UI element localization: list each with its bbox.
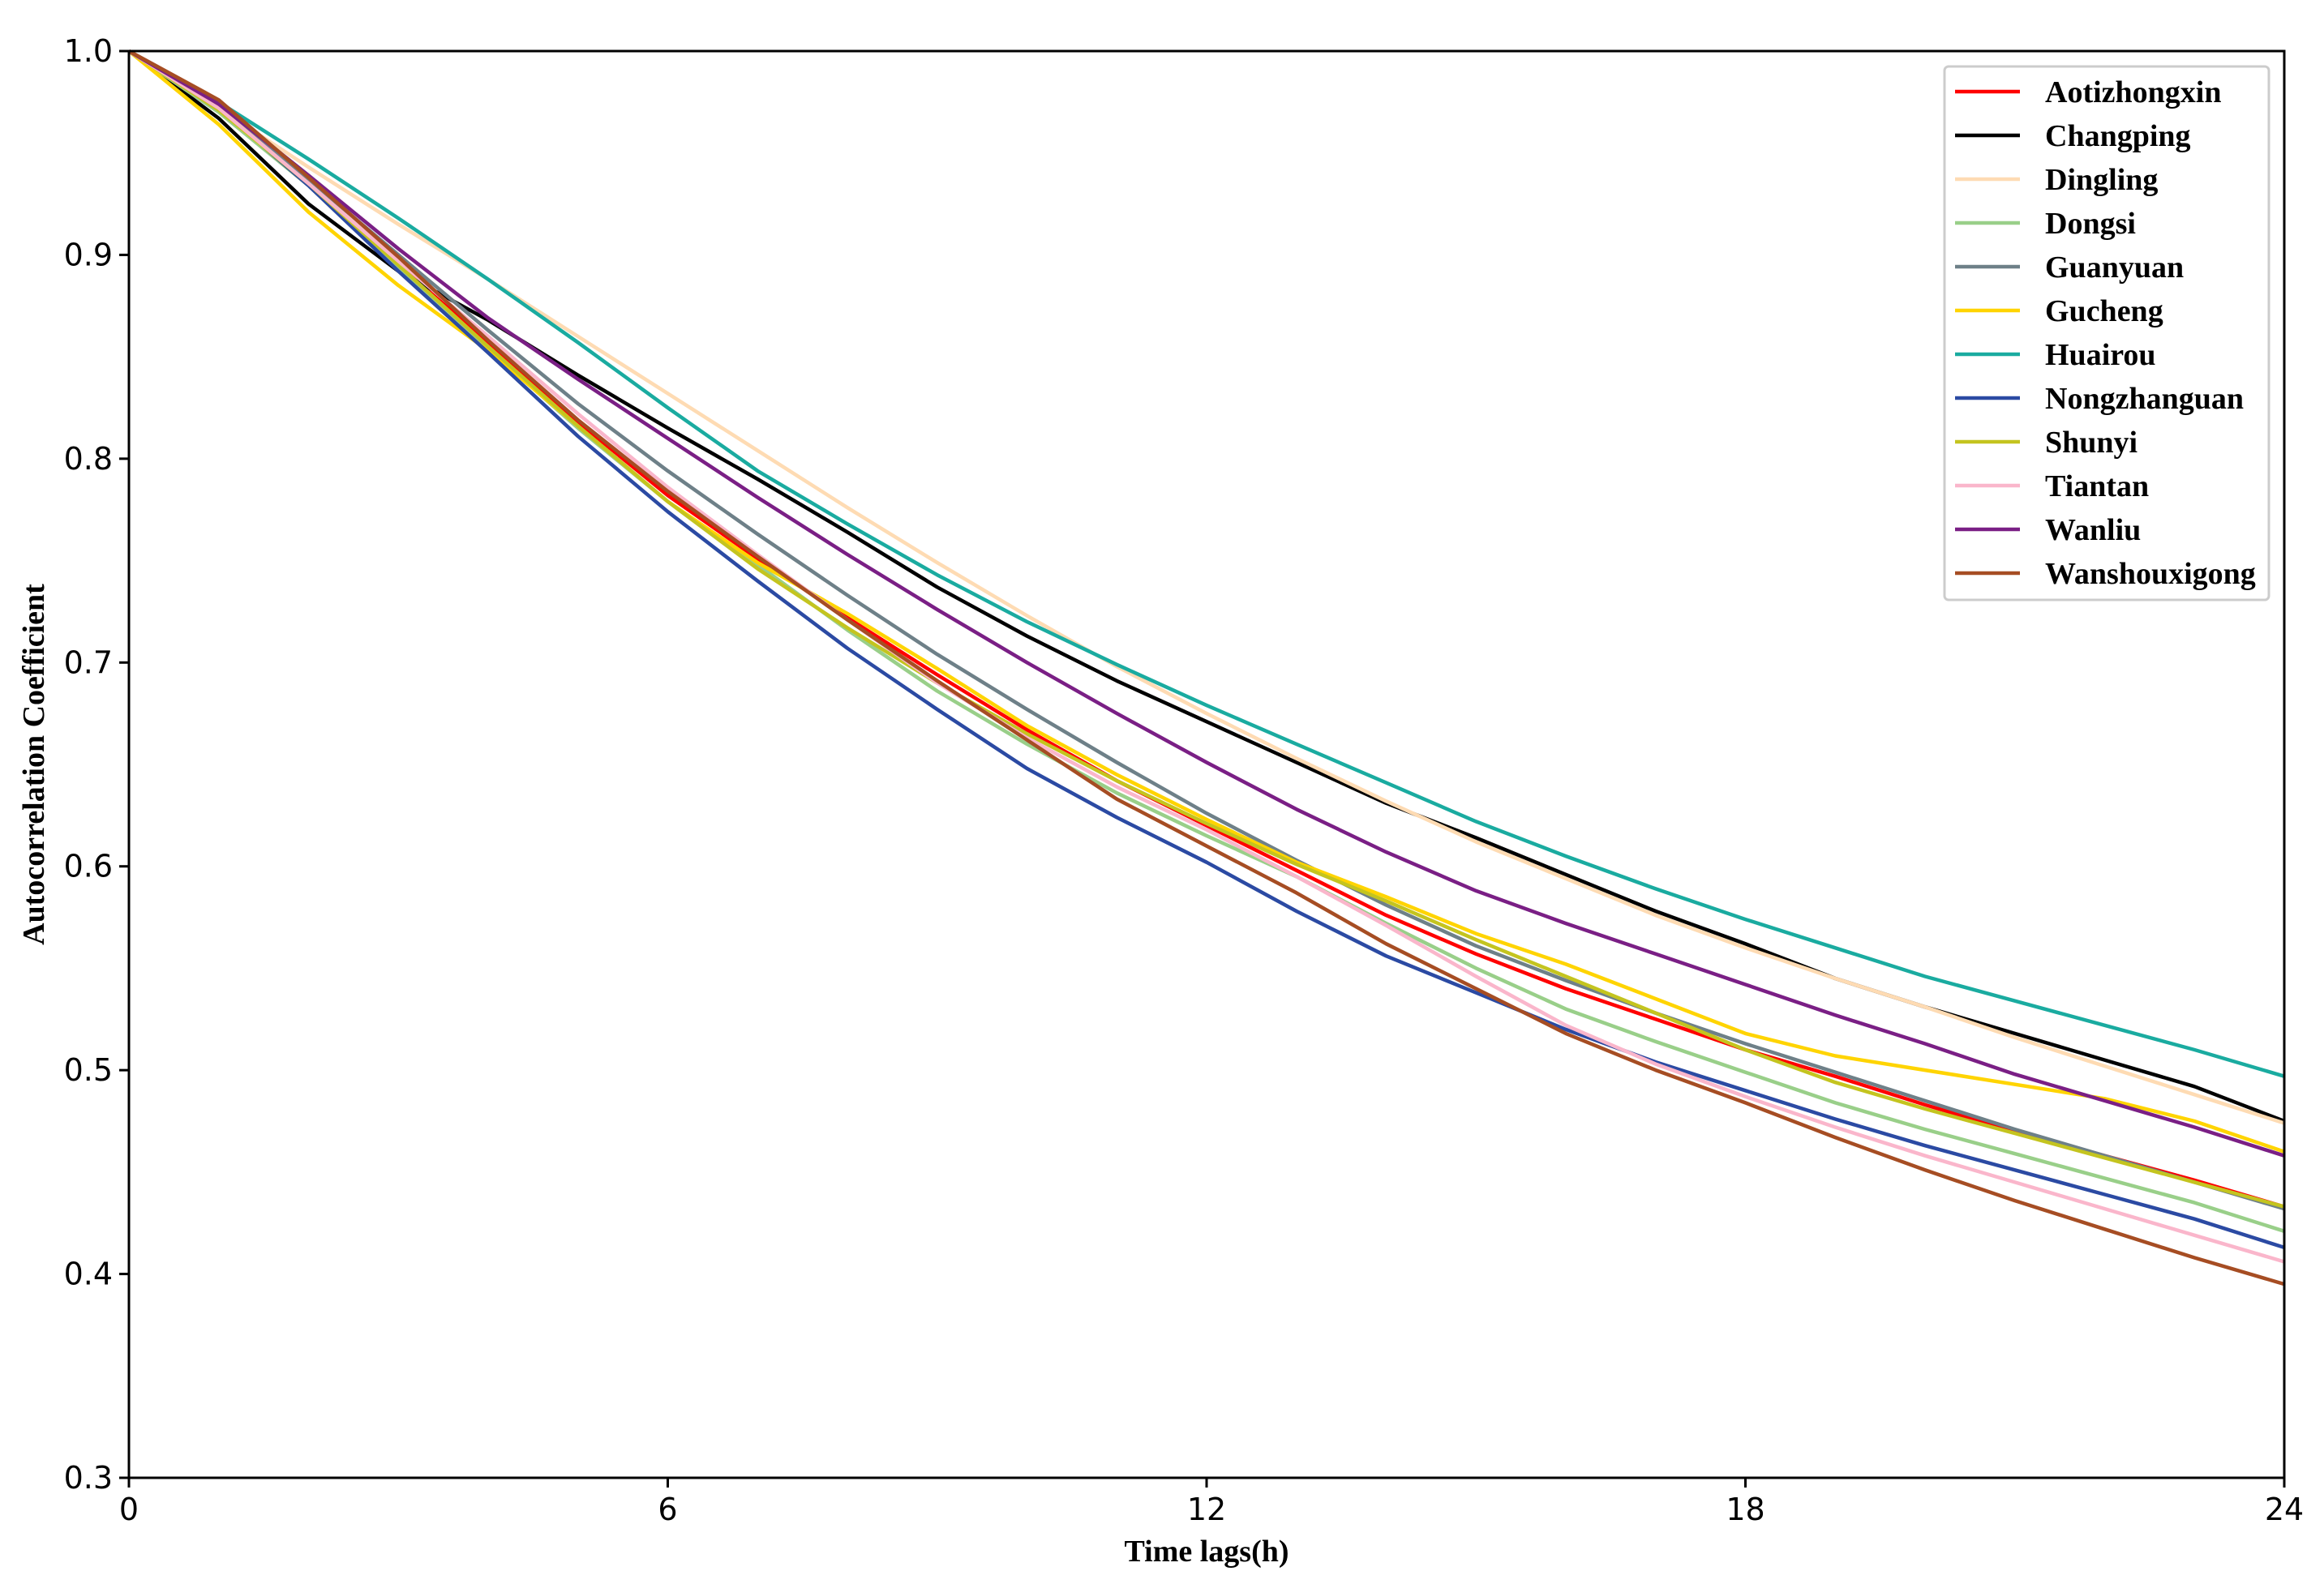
y-tick-label: 0.8 — [64, 441, 113, 477]
x-axis-ticks: 0 6 12 18 24 — [119, 1478, 2304, 1527]
y-tick-label: 0.4 — [64, 1256, 113, 1292]
x-tick-label: 0 — [119, 1492, 139, 1527]
x-tick-label: 18 — [1726, 1492, 1764, 1527]
legend-label-tiantan: Tiantan — [2045, 469, 2149, 503]
y-tick-label: 0.3 — [64, 1460, 113, 1496]
x-tick-label: 24 — [2265, 1492, 2304, 1527]
y-axis-title: Autocorrelation Coefficient — [17, 584, 51, 945]
legend-box — [1943, 65, 2270, 601]
legend-label-gucheng: Gucheng — [2045, 294, 2163, 328]
y-tick-label: 0.7 — [64, 644, 113, 680]
y-tick-label: 0.6 — [64, 849, 113, 884]
y-tick-label: 0.5 — [64, 1052, 113, 1088]
series-line-tiantan — [127, 49, 2285, 1264]
legend-label-changping: Changping — [2045, 119, 2191, 153]
x-axis-title: Time lags(h) — [1124, 1535, 1288, 1569]
y-axis-ticks: 0.3 0.4 0.5 0.6 0.7 0.8 0.9 1.0 — [64, 33, 129, 1496]
legend-label-dingling: Dingling — [2045, 163, 2158, 197]
series-line-guanyuan — [127, 49, 2285, 1211]
y-tick-label: 0.9 — [64, 237, 113, 272]
x-tick-label: 6 — [658, 1492, 677, 1527]
series-line-wanshouxigong — [127, 49, 2285, 1286]
legend: Aotizhongxin Changping Dingling Dongsi Guany… — [1943, 65, 2270, 601]
x-tick-label: 12 — [1187, 1492, 1226, 1527]
series-line-huairou — [127, 49, 2285, 1078]
series-line-nongzhanguan — [127, 49, 2285, 1250]
series-line-shunyi — [127, 49, 2285, 1209]
legend-label-shunyi: Shunyi — [2045, 426, 2137, 460]
y-tick-label: 1.0 — [64, 33, 113, 69]
series-lines — [127, 49, 2285, 1286]
legend-label-wanliu: Wanliu — [2045, 513, 2141, 547]
legend-label-dongsi: Dongsi — [2045, 207, 2136, 241]
legend-label-aotizhongxin: Aotizhongxin — [2045, 75, 2221, 109]
legend-label-wanshouxigong: Wanshouxigong — [2045, 557, 2256, 591]
legend-label-nongzhanguan: Nongzhanguan — [2045, 382, 2244, 416]
legend-label-guanyuan: Guanyuan — [2045, 250, 2184, 285]
series-line-wanliu — [127, 49, 2285, 1158]
legend-label-huairou: Huairou — [2045, 338, 2156, 372]
